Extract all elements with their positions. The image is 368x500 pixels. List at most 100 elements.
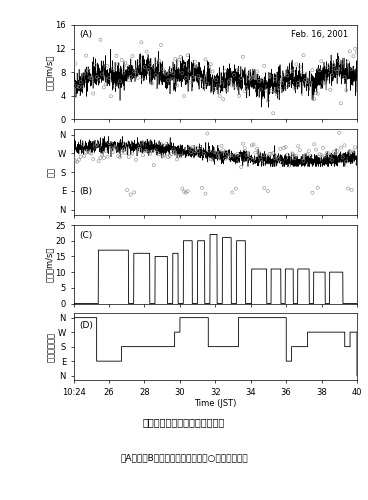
Point	[283, 84, 289, 92]
Point	[156, 57, 162, 65]
Point	[83, 148, 89, 156]
Point	[71, 80, 77, 88]
Point	[286, 162, 292, 170]
Point	[302, 76, 308, 84]
Point	[231, 152, 237, 160]
Point	[149, 148, 155, 156]
Point	[192, 58, 198, 66]
Point	[244, 84, 250, 92]
Point	[72, 158, 78, 166]
Point	[270, 149, 276, 157]
Point	[71, 155, 77, 163]
Point	[213, 148, 219, 156]
Point	[204, 130, 210, 138]
Point	[92, 142, 98, 150]
X-axis label: Time (JST): Time (JST)	[194, 400, 237, 408]
Point	[343, 86, 349, 94]
Point	[94, 73, 100, 81]
Point	[283, 143, 289, 151]
Point	[347, 147, 353, 155]
Point	[147, 150, 153, 158]
Point	[194, 144, 199, 152]
Point	[342, 73, 347, 81]
Point	[215, 152, 221, 160]
Point	[112, 144, 117, 152]
Point	[178, 53, 184, 61]
Text: (B): (B)	[79, 188, 92, 196]
Point	[113, 144, 119, 152]
Point	[299, 154, 305, 162]
Point	[327, 86, 333, 94]
Point	[163, 70, 169, 78]
Point	[350, 148, 356, 156]
Point	[229, 82, 235, 90]
Point	[138, 38, 144, 46]
Point	[318, 58, 324, 66]
Point	[87, 148, 93, 156]
Point	[309, 188, 315, 196]
Point	[238, 74, 244, 82]
Point	[315, 90, 321, 98]
Point	[213, 76, 219, 84]
Point	[254, 144, 260, 152]
Point	[187, 144, 192, 152]
Point	[288, 151, 294, 159]
Point	[263, 86, 269, 94]
Point	[224, 150, 230, 158]
Point	[130, 52, 135, 60]
Point	[169, 150, 174, 158]
Point	[174, 82, 180, 90]
Point	[99, 70, 105, 78]
Point	[318, 151, 324, 159]
Point	[335, 68, 340, 76]
Point	[140, 76, 146, 84]
Point	[345, 58, 351, 66]
Point	[233, 184, 239, 192]
Point	[151, 161, 157, 169]
Y-axis label: 車速（m/s）: 車速（m/s）	[45, 246, 54, 282]
Point	[240, 140, 246, 147]
Text: 図３．　風向風速の移動観測例: 図３． 風向風速の移動観測例	[143, 418, 225, 428]
Point	[167, 152, 173, 160]
Point	[348, 186, 354, 194]
Point	[208, 60, 214, 68]
Point	[124, 186, 130, 194]
Point	[333, 150, 339, 158]
Point	[199, 76, 205, 84]
Point	[352, 144, 358, 152]
Y-axis label: 風速（m/s）: 風速（m/s）	[45, 54, 54, 90]
Point	[342, 142, 347, 150]
Point	[155, 58, 160, 66]
Point	[224, 86, 230, 94]
Point	[265, 96, 271, 104]
Point	[295, 79, 301, 87]
Point	[162, 151, 167, 159]
Point	[274, 152, 280, 160]
Point	[137, 58, 142, 66]
Point	[322, 152, 328, 160]
Point	[329, 71, 335, 79]
Point	[324, 149, 330, 157]
Point	[178, 152, 184, 160]
Point	[316, 66, 322, 74]
Point	[308, 78, 314, 86]
Point	[206, 62, 212, 70]
Point	[183, 74, 189, 82]
Point	[108, 92, 114, 100]
Point	[74, 158, 80, 166]
Point	[340, 58, 346, 66]
Point	[279, 79, 285, 87]
Point	[181, 188, 187, 196]
Point	[110, 148, 116, 156]
Point	[272, 74, 278, 82]
Point	[103, 147, 109, 155]
Point	[172, 55, 178, 63]
Point	[245, 70, 251, 78]
Point	[76, 156, 82, 164]
Point	[345, 184, 351, 192]
Point	[269, 150, 275, 158]
Point	[126, 153, 132, 161]
Point	[338, 144, 344, 152]
Point	[290, 67, 296, 75]
Point	[185, 51, 191, 59]
